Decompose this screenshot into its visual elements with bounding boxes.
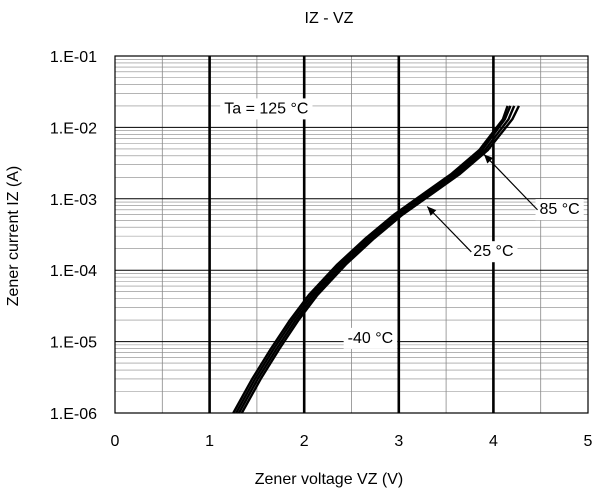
annotation-bg <box>343 327 398 349</box>
x-tick-label: 1 <box>205 433 214 450</box>
x-axis-label: Zener voltage VZ (V) <box>255 471 404 488</box>
chart-title: IZ - VZ <box>305 10 354 27</box>
annotation-bg <box>220 98 313 120</box>
series-line-0 <box>232 105 509 414</box>
series-line-2 <box>237 105 516 414</box>
annotation-arrow-head <box>483 154 494 164</box>
series-layer <box>232 105 520 414</box>
annotation-bg <box>469 241 518 263</box>
x-tick-label: 3 <box>394 433 403 450</box>
y-axis-ticks: 1.E-06 1.E-05 1.E-04 1.E-03 1.E-02 1.E-01 <box>50 49 97 423</box>
annotation-arrow-head <box>427 206 437 216</box>
x-tick-label: 0 <box>111 433 120 450</box>
y-axis-label: Zener current IZ (A) <box>5 166 22 306</box>
x-axis-ticks: 0 1 2 3 4 5 <box>111 433 592 450</box>
annotation-0: Ta = 125 °C <box>220 98 313 120</box>
annotation-layer: Ta = 125 °C 85 °C 25 °C -40 °C <box>220 98 584 349</box>
x-tick-label: 2 <box>300 433 309 450</box>
annotation-arrow-line <box>483 153 538 211</box>
y-tick-label: 1.E-06 <box>50 406 97 423</box>
x-tick-label: 4 <box>489 433 498 450</box>
annotation-bg <box>535 199 584 221</box>
annotation-2: 25 °C <box>426 206 518 263</box>
annotation-label: Ta = 125 °C <box>224 100 308 117</box>
y-tick-label: 1.E-04 <box>50 263 97 280</box>
annotation-3: -40 °C <box>343 327 398 349</box>
annotation-1: 85 °C <box>483 153 584 221</box>
series-line-3 <box>240 105 520 414</box>
x-tick-label: 5 <box>584 433 592 450</box>
y-tick-label: 1.E-05 <box>50 335 97 352</box>
annotation-label: 85 °C <box>540 201 580 218</box>
annotation-label: 25 °C <box>473 243 513 260</box>
y-tick-label: 1.E-01 <box>50 49 97 66</box>
annotation-label: -40 °C <box>348 330 394 347</box>
y-tick-label: 1.E-02 <box>50 120 97 137</box>
series-line-1 <box>235 105 512 414</box>
annotation-arrow-line <box>426 206 472 253</box>
plot-frame <box>114 55 589 414</box>
y-tick-label: 1.E-03 <box>50 192 97 209</box>
